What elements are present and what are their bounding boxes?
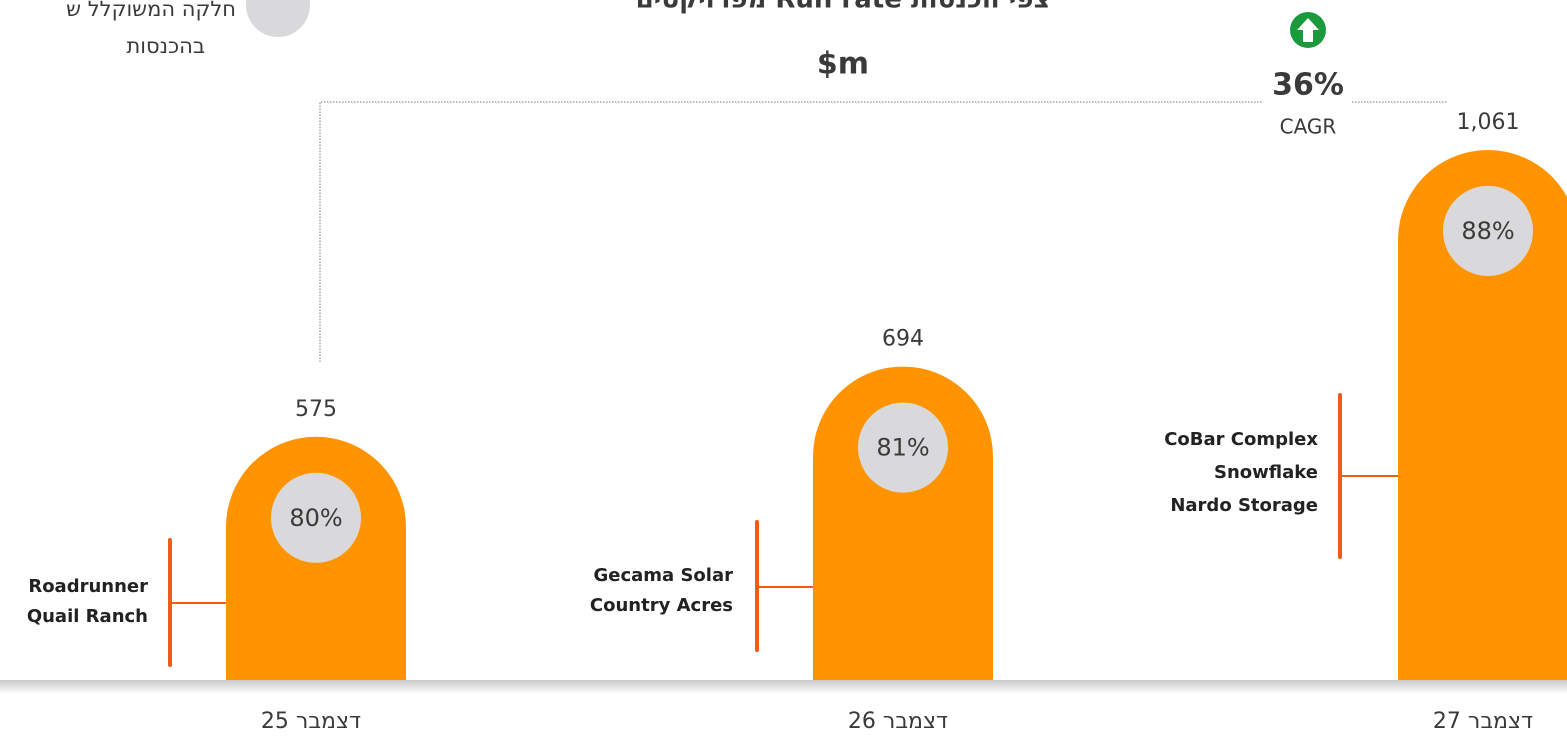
project-name: Nardo Storage [1170,495,1318,516]
project-name: Country Acres [590,595,733,616]
value-label: 575 [295,397,337,422]
legend-text: חלקה המשוקלל ש [66,0,236,21]
bar [1398,149,1567,680]
x-tick-label: דצמבר 27 [1433,709,1533,734]
chart-subtitle: $m [817,47,869,82]
share-label: 80% [289,504,342,532]
project-name: Quail Ranch [27,606,148,627]
value-label: 1,061 [1457,110,1520,135]
x-tick-label: דצמבר 26 [848,709,948,734]
bar [813,366,993,680]
share-label: 81% [876,434,929,462]
value-label: 694 [882,327,924,352]
share-circle [858,402,948,493]
share-circle [271,472,361,563]
legend-swatch [246,0,310,37]
x-tick-label: דצמבר 25 [261,709,361,734]
cagr-bracket [319,101,1447,362]
project-name: Roadrunner [28,576,148,597]
cagr-value: 36% [1272,68,1344,103]
chart-title: צפי הכנסות Run rate מפרויקטים [636,0,1051,15]
cagr-label: CAGR [1280,115,1337,139]
share-circle [1443,185,1533,276]
project-bracket [1339,395,1398,557]
project-name: Gecama Solar [594,565,734,586]
legend-text: בהכנסות [126,34,205,58]
cagr-arrow [1297,18,1319,42]
project-name: Snowflake [1214,462,1318,483]
baseline-shadow [0,680,1567,694]
project-bracket [756,522,813,650]
share-label: 88% [1461,217,1514,245]
project-name: CoBar Complex [1164,429,1318,450]
project-bracket [169,540,226,665]
